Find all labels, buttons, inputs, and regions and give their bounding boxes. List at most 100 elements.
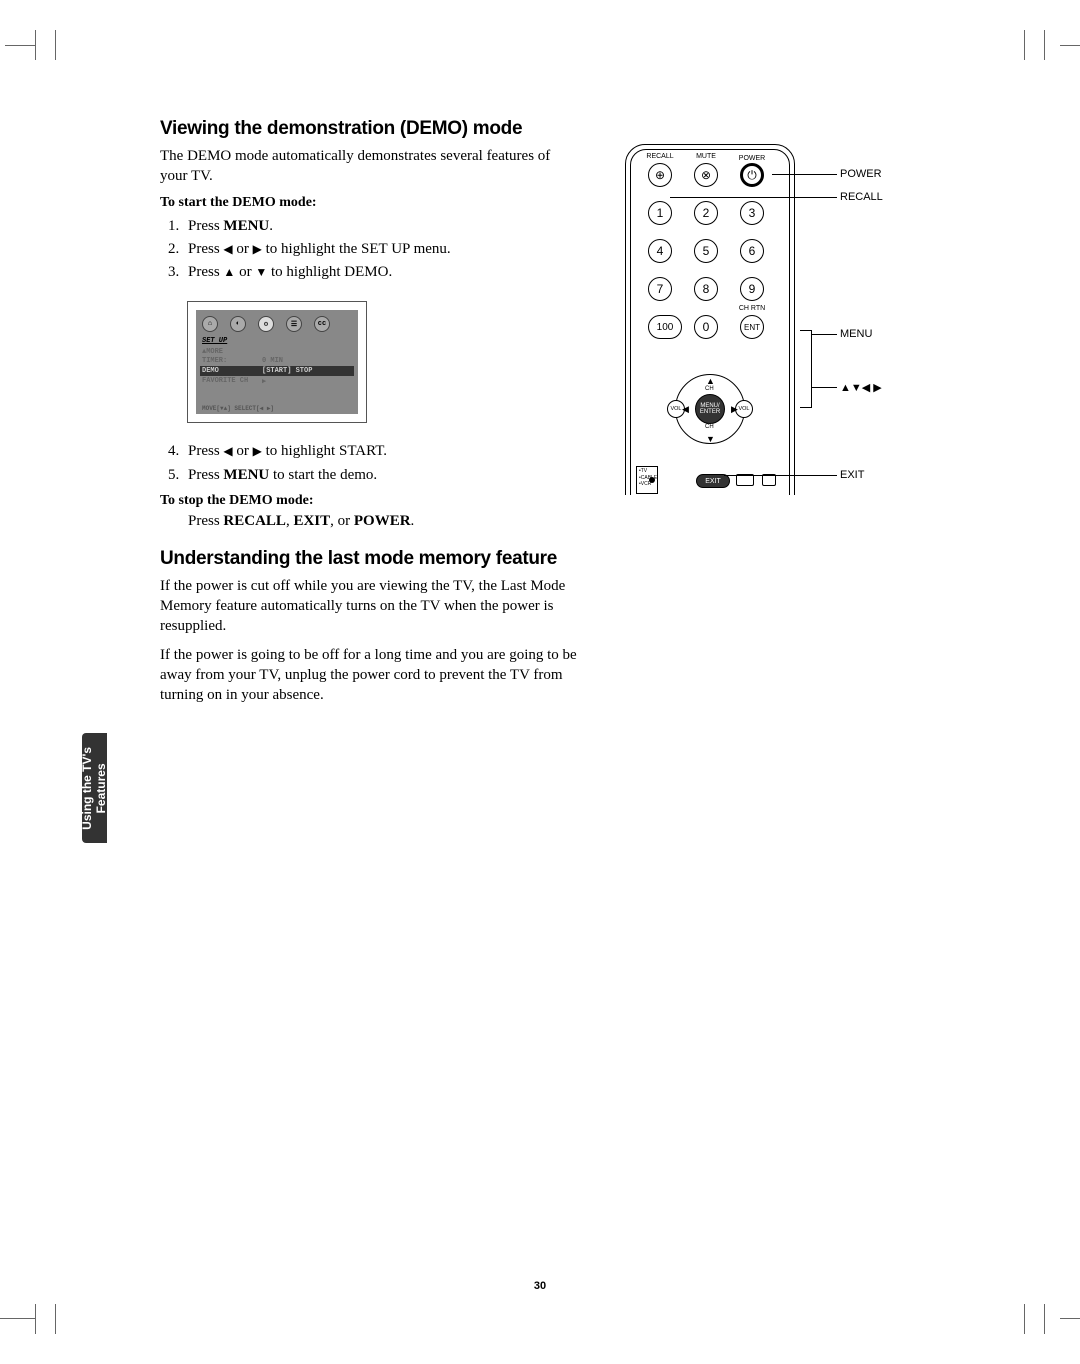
crop-mark-tl2 xyxy=(55,30,65,60)
num-9-button: 9 xyxy=(740,277,764,301)
stop-demo-subheading: To stop the DEMO mode: xyxy=(160,493,580,509)
stop-c: , or xyxy=(330,513,354,529)
mute-button: MUTE⊗ xyxy=(694,163,718,187)
num-8-button: 8 xyxy=(694,277,718,301)
callout-line-exit xyxy=(724,475,837,476)
callout-power: POWER xyxy=(840,168,882,180)
section-tab-text: Using the TV's Features xyxy=(80,747,109,830)
osd-icon-5: cc xyxy=(314,316,330,332)
osd-footer: MOVE[▼▲] SELECT[◀ ▶] xyxy=(202,405,274,412)
osd-menu-screenshot: ⌂ ◐ ⚙ ☰ cc SET UP ▲MORE TIMER:0 MIN DEMO… xyxy=(188,302,366,422)
dpad-up-icon: ▲ xyxy=(706,376,715,386)
osd-row-more: ▲MORE xyxy=(202,348,352,356)
step5-c: to start the demo. xyxy=(269,467,377,483)
section-tab: Using the TV's Features xyxy=(82,733,107,843)
menu-enter-button: MENU/ ENTER xyxy=(695,394,725,424)
tab-line2: Features xyxy=(95,747,109,830)
num-4-button: 4 xyxy=(648,239,672,263)
step1-prefix: Press xyxy=(188,218,223,234)
callout-menu: MENU xyxy=(840,328,872,340)
step-4: Press ◀ or ▶ to highlight START. xyxy=(188,440,580,463)
osd-row-fav-label: FAVORITE CH xyxy=(202,377,262,386)
osd-icon-4: ☰ xyxy=(286,316,302,332)
step-2: Press ◀ or ▶ to highlight the SET UP men… xyxy=(188,238,580,261)
dpad-enter-label: ENTER xyxy=(700,409,720,415)
num-1-button: 1 xyxy=(648,201,672,225)
osd-title: SET UP xyxy=(202,337,352,345)
left-arrow-icon: ◀ xyxy=(223,243,232,255)
step3-c: to highlight DEMO. xyxy=(267,264,392,280)
osd-row-timer-val: 0 MIN xyxy=(262,357,283,365)
switch-slider xyxy=(649,477,655,483)
step5-bold: MENU xyxy=(223,467,269,483)
page-number: 30 xyxy=(534,1280,546,1292)
osd-row-timer: TIMER:0 MIN xyxy=(202,357,352,365)
step2-a: Press xyxy=(188,241,223,257)
num-6-button: 6 xyxy=(740,239,764,263)
tab-line1: Using the TV's xyxy=(80,747,94,830)
num-100-button: 100 xyxy=(648,315,682,339)
osd-row-demo-val: [START] STOP xyxy=(262,367,312,375)
ent-label: ENT xyxy=(744,323,760,332)
callout-line-menu xyxy=(812,334,837,335)
crop-mark-tl xyxy=(20,30,50,60)
demo-intro-text: The DEMO mode automatically demonstrates… xyxy=(160,146,580,187)
step3-a: Press xyxy=(188,264,223,280)
num-7-button: 7 xyxy=(648,277,672,301)
osd-menu-inner: ⌂ ◐ ⚙ ☰ cc SET UP ▲MORE TIMER:0 MIN DEMO… xyxy=(196,310,358,414)
main-content: Viewing the demonstration (DEMO) mode Th… xyxy=(160,118,580,713)
callout-arrows: ▲▼◀ ▶ xyxy=(840,381,882,394)
remote-bottom-cutaway xyxy=(624,495,798,510)
osd-icon-2: ◐ xyxy=(230,316,246,332)
num-2-button: 2 xyxy=(694,201,718,225)
step3-b: or xyxy=(235,264,255,280)
dpad-right-icon: ▶ xyxy=(731,404,738,415)
osd-icon-row: ⌂ ◐ ⚙ ☰ cc xyxy=(202,316,352,332)
stop-b1: RECALL xyxy=(223,513,286,529)
last-mode-text-2: If the power is going to be off for a lo… xyxy=(160,645,580,706)
start-demo-subheading: To start the DEMO mode: xyxy=(160,195,580,211)
exit-button: EXIT xyxy=(696,474,730,488)
callout-line-recall xyxy=(670,197,837,198)
power-label: POWER xyxy=(739,155,765,162)
osd-row-demo-label: DEMO xyxy=(202,367,262,375)
chrtn-label: CH RTN xyxy=(739,305,765,312)
step2-c: to highlight the SET UP menu. xyxy=(262,241,451,257)
demo-mode-heading: Viewing the demonstration (DEMO) mode xyxy=(160,118,580,140)
stop-demo-instruction: Press RECALL, EXIT, or POWER. xyxy=(188,513,580,530)
ch-down-label: CH xyxy=(705,424,714,430)
stop-a: Press xyxy=(188,513,223,529)
tv-cable-vcr-switch: •TV •CABLE •VCR xyxy=(636,466,658,494)
step4-a: Press xyxy=(188,443,223,459)
mute-label: MUTE xyxy=(696,153,716,160)
osd-row-timer-label: TIMER: xyxy=(202,357,262,365)
up-arrow-icon: ▲ xyxy=(223,266,235,278)
right-arrow-icon-2: ▶ xyxy=(253,445,262,457)
step1-suffix: . xyxy=(269,218,273,234)
callout-line-power xyxy=(772,174,837,175)
remote-control-diagram: RECALL⊕ MUTE⊗ POWER⏻ 1 2 3 4 5 6 7 8 9 1… xyxy=(625,144,795,509)
callout-exit: EXIT xyxy=(840,469,864,481)
dpad-left-icon: ◀ xyxy=(682,404,689,415)
left-arrow-icon-2: ◀ xyxy=(223,445,232,457)
osd-row-favorite: FAVORITE CH▶ xyxy=(202,377,352,386)
last-mode-heading: Understanding the last mode memory featu… xyxy=(160,548,580,570)
dpad-down-icon: ▼ xyxy=(706,434,715,444)
num-3-button: 3 xyxy=(740,201,764,225)
ent-button: CH RTNENT xyxy=(740,315,764,339)
step1-bold: MENU xyxy=(223,218,269,234)
osd-row-demo: DEMO[START] STOP xyxy=(200,366,354,376)
last-mode-section: Understanding the last mode memory featu… xyxy=(160,548,580,706)
step4-c: to highlight START. xyxy=(262,443,387,459)
stop-b3: POWER xyxy=(354,513,411,529)
num-5-button: 5 xyxy=(694,239,718,263)
callout-bracket-menu xyxy=(800,330,812,408)
osd-icon-3: ⚙ xyxy=(258,316,274,332)
right-arrow-icon: ▶ xyxy=(253,243,262,255)
step4-b: or xyxy=(233,443,253,459)
last-mode-text-1: If the power is cut off while you are vi… xyxy=(160,576,580,637)
num-0-button: 0 xyxy=(694,315,718,339)
osd-row-more-label: ▲MORE xyxy=(202,348,262,356)
recall-button: RECALL⊕ xyxy=(648,163,672,187)
start-demo-steps: Press MENU. Press ◀ or ▶ to highlight th… xyxy=(188,215,580,285)
